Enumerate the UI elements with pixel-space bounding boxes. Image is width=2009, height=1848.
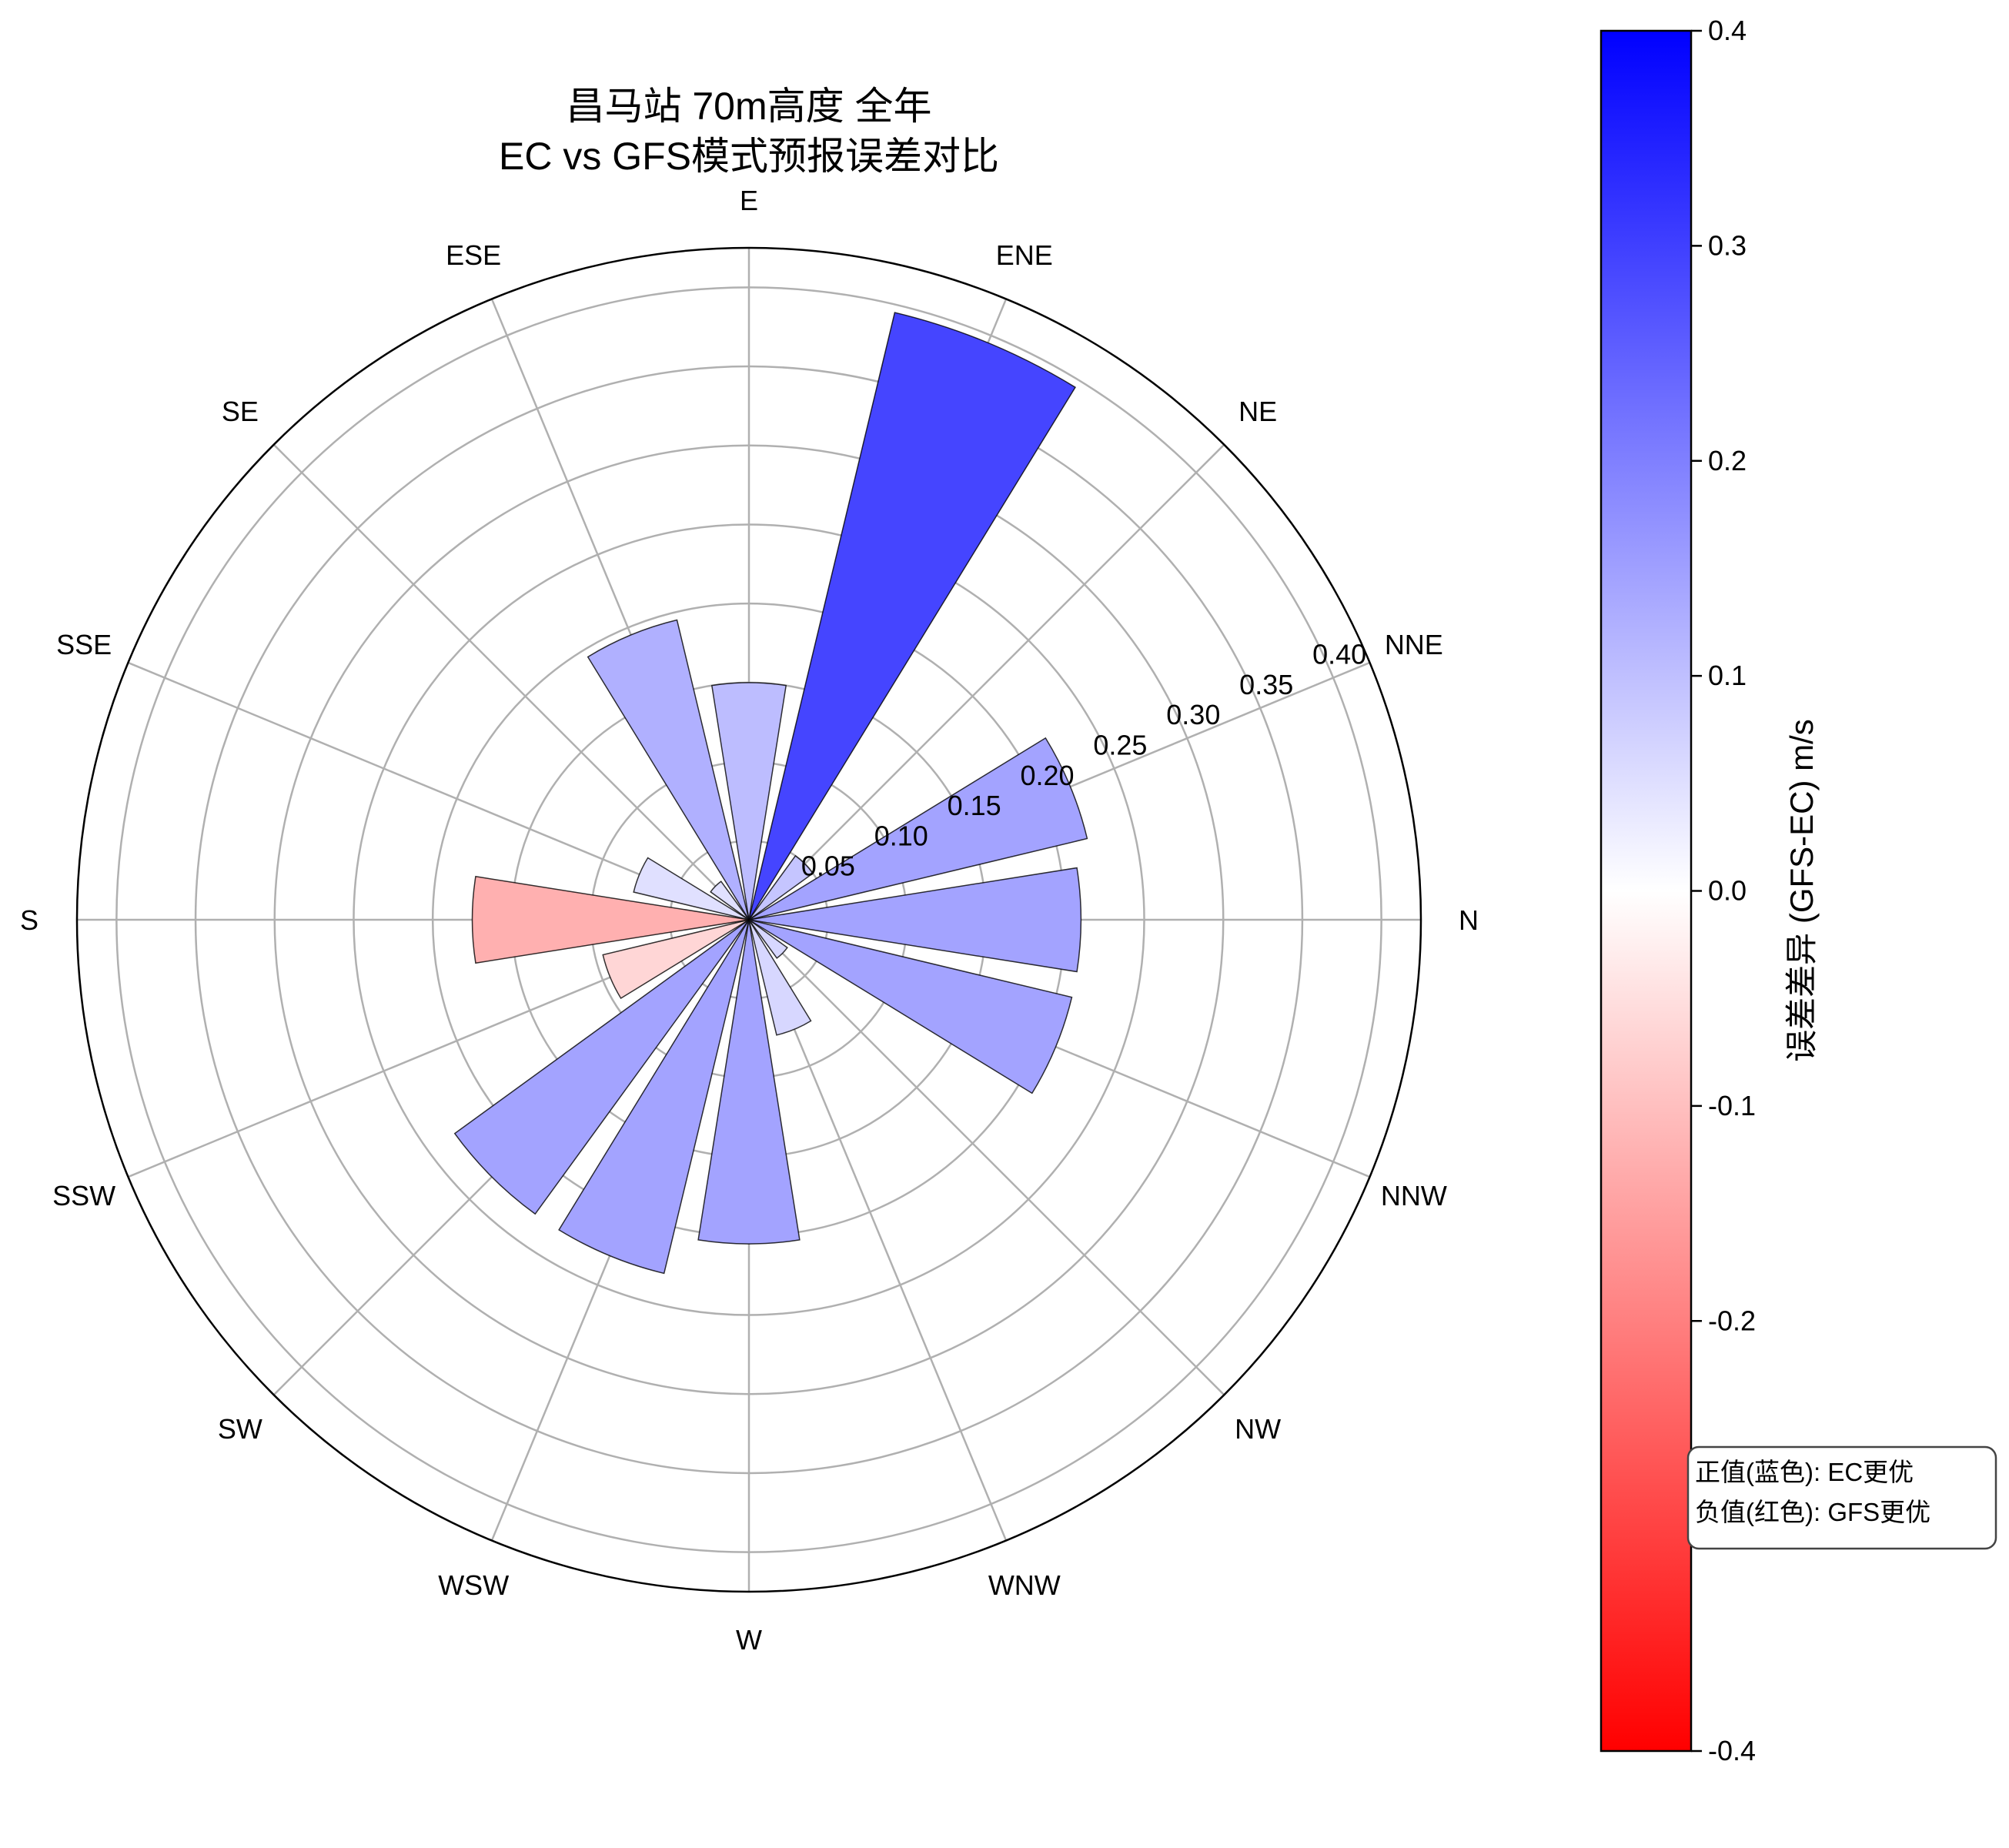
- colorbar-label: 误差差异 (GFS-EC) m/s: [1783, 719, 1820, 1062]
- bar-E: [710, 682, 787, 921]
- direction-label-NNE: NNE: [1385, 629, 1443, 660]
- direction-label-S: S: [20, 904, 38, 936]
- bar-SE: [710, 881, 750, 921]
- bar-W: [697, 919, 801, 1245]
- colorbar-tick-label: 0.3: [1708, 229, 1747, 261]
- bar-NE: [748, 854, 814, 921]
- direction-label-SSW: SSW: [52, 1180, 115, 1211]
- colorbar-tick-label: -0.1: [1708, 1090, 1756, 1121]
- bar-ENE: [748, 312, 1076, 921]
- bar-SSE: [633, 857, 750, 921]
- grid-spoke-NW: [748, 919, 1225, 1396]
- bar-NNE: [748, 737, 1088, 921]
- direction-label-W: W: [736, 1624, 762, 1656]
- polar-bars: [453, 312, 1088, 1275]
- radial-tick-label: 0.20: [1021, 760, 1075, 791]
- colorbar-tick-label: -0.2: [1708, 1305, 1756, 1336]
- radial-tick-labels: 0.05 0.10 0.15 0.20 0.25 0.30 0.35 0.40: [801, 639, 1366, 882]
- direction-labels: N NNE NE ENE E ESE SE SSE S SSW SW WSW W WNW NW NNW: [20, 185, 1479, 1656]
- grid-spoke-NE: [748, 443, 1225, 921]
- direction-label-WNW: WNW: [988, 1569, 1061, 1601]
- bar-SSW: [602, 919, 750, 999]
- direction-label-E: E: [740, 185, 758, 216]
- colorbar-tick-label: -0.4: [1708, 1735, 1756, 1766]
- bar-NNW: [748, 919, 1073, 1094]
- bar-WSW: [558, 919, 750, 1275]
- direction-label-SW: SW: [218, 1413, 262, 1445]
- legend-note-line2: 负值(红色): GFS更优: [1695, 1498, 1930, 1526]
- direction-label-ENE: ENE: [996, 239, 1053, 271]
- colorbar-tick-label: 0.4: [1708, 15, 1747, 46]
- chart-title-line2: EC vs GFS模式预报误差对比: [499, 135, 999, 178]
- radial-tick-label: 0.30: [1166, 699, 1220, 730]
- radial-tick-label: 0.10: [874, 820, 928, 851]
- legend-note-line1: 正值(蓝色): EC更优: [1695, 1458, 1914, 1486]
- radial-tick-label: 0.15: [948, 790, 1001, 821]
- bar-NW: [748, 919, 788, 959]
- colorbar-tick-label: 0.0: [1708, 875, 1747, 907]
- colorbar-gradient: [1600, 29, 1693, 1753]
- bar-WNW: [748, 919, 812, 1036]
- polar-outer-ring: [75, 246, 1422, 1593]
- bar-SW: [453, 919, 750, 1215]
- direction-label-NNW: NNW: [1381, 1180, 1447, 1211]
- direction-label-ESE: ESE: [446, 239, 501, 271]
- bar-S: [471, 875, 750, 964]
- chart-title-line1: 昌马站 70m高度 全年: [566, 85, 931, 128]
- direction-label-WSW: WSW: [438, 1569, 509, 1601]
- direction-label-SE: SE: [222, 396, 259, 427]
- direction-label-NW: NW: [1235, 1413, 1281, 1445]
- grid-spoke-SE: [272, 443, 750, 921]
- radial-tick-label: 0.40: [1312, 639, 1366, 670]
- radial-tick-label: 0.05: [801, 850, 855, 882]
- bar-N: [748, 867, 1082, 973]
- direction-label-SSE: SSE: [56, 629, 112, 660]
- direction-label-NE: NE: [1238, 396, 1277, 427]
- radial-tick-label: 0.25: [1093, 729, 1147, 760]
- legend-note-frame: [1686, 1445, 1997, 1550]
- colorbar-tick-label: 0.2: [1708, 445, 1747, 476]
- bar-ESE: [587, 619, 750, 921]
- radial-tick-label: 0.35: [1239, 669, 1293, 700]
- direction-label-N: N: [1459, 904, 1479, 936]
- colorbar: -0.4-0.3-0.2-0.10.00.10.20.30.4 误差差异 (GF…: [1600, 15, 1820, 1766]
- legend-note-box: 正值(蓝色): EC更优 负值(红色): GFS更优: [1686, 1445, 1997, 1550]
- colorbar-tick-label: 0.1: [1708, 660, 1747, 691]
